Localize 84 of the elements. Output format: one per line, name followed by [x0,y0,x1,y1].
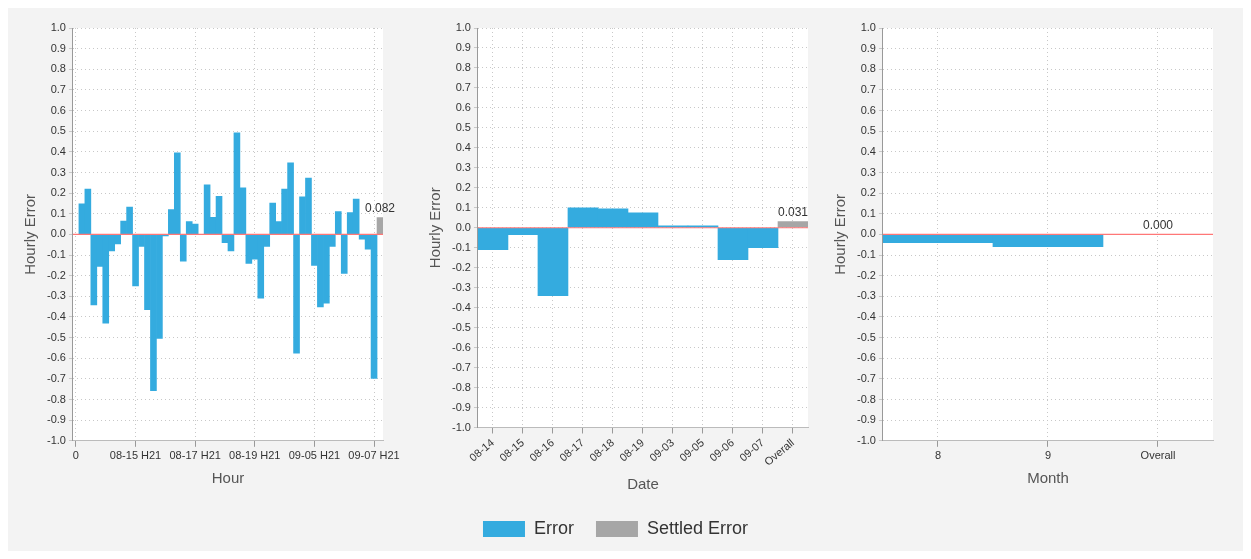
y-axis-title: Hourly Error [21,193,39,275]
bar [376,217,383,235]
y-tick-label: -1.0 [451,420,471,433]
y-tick-label: 1.0 [455,21,471,34]
data-label: 0.082 [365,200,396,215]
y-tick-label: -0.9 [451,400,471,413]
y-tick-label: -0.8 [856,392,876,405]
y-tick-label: 0.9 [50,41,66,54]
y-tick-label: 0.1 [860,206,876,219]
y-tick-label: -0.8 [46,392,66,405]
y-tick-label: -0.4 [856,309,876,322]
legend-label: Settled Error [646,517,749,538]
y-tick-label: 0.0 [455,220,471,233]
y-tick-label: -0.6 [856,351,876,364]
legend-label: Error [533,517,574,538]
y-tick-label: 0.4 [50,144,66,157]
y-tick-label: 0.9 [860,41,876,54]
y-tick-label: 1.0 [50,21,66,34]
y-tick-label: -0.3 [46,289,66,302]
y-tick-label: 0.6 [50,103,66,116]
y-tick-label: 0.1 [50,206,66,219]
x-tick-label: 9 [1044,449,1052,462]
y-tick-label: -0.2 [451,260,471,273]
y-tick-label: 0.9 [455,41,471,54]
y-tick-label: 0.1 [455,200,471,213]
y-tick-label: -0.6 [46,351,66,364]
x-axis-title: Date [627,475,659,493]
y-tick-label: -0.6 [451,340,471,353]
y-axis-title: Hourly Error [831,193,849,275]
y-tick-label: 0.3 [50,165,66,178]
y-tick-label: 0.5 [455,120,471,133]
x-tick-label: Overall [1140,449,1176,462]
y-tick-label: 0.2 [860,186,876,199]
y-tick-label: -0.9 [856,413,876,426]
y-tick-label: -0.2 [46,268,66,281]
x-tick-label: 08-19 H21 [229,449,281,462]
y-tick-label: 0.7 [50,82,66,95]
y-tick-label: 0.6 [860,103,876,116]
y-tick-label: 0.5 [860,124,876,137]
x-tick-label: 08-15 H21 [109,449,162,462]
y-tick-label: 0.2 [50,186,66,199]
y-tick-label: -0.7 [856,371,876,384]
y-tick-label: -0.5 [856,330,876,343]
x-tick-label: 8 [934,449,942,462]
y-tick-label: 0.5 [50,124,66,137]
y-tick-label: -0.8 [451,380,471,393]
y-tick-label: -0.7 [46,371,66,384]
y-axis-title: Hourly Error [426,187,444,269]
y-tick-label: -0.5 [46,330,66,343]
y-tick-label: -0.4 [451,300,471,313]
y-tick-label: 0.7 [455,80,471,93]
x-tick-label: 09-05 H21 [288,449,341,462]
y-tick-label: -0.9 [46,413,66,426]
y-tick-label: -0.3 [451,280,471,293]
y-tick-label: -0.5 [451,320,471,333]
y-tick-label: -0.1 [856,248,876,261]
y-tick-label: 0.8 [50,62,66,75]
data-label: 0.000 [1142,217,1174,232]
data-label: 0.031 [777,204,809,219]
y-tick-label: 1.0 [860,21,876,34]
y-tick-label: 0.4 [860,144,876,157]
y-tick-label: 0.0 [860,227,876,240]
y-tick-label: -0.1 [46,248,66,261]
y-tick-label: 0.7 [860,82,876,95]
x-tick-label: 09-07 H21 [348,449,400,462]
y-tick-label: 0.8 [455,60,471,73]
y-tick-label: -1.0 [46,433,66,446]
y-tick-label: 0.4 [455,140,471,153]
y-tick-label: 0.8 [860,62,876,75]
y-tick-label: -0.7 [451,360,471,373]
x-tick-label: 08-17 H21 [169,449,221,462]
y-tick-label: 0.6 [455,100,471,113]
y-tick-label: 0.3 [860,165,876,178]
y-tick-label: -0.3 [856,289,876,302]
x-tick-label: 0 [72,449,79,462]
y-tick-label: -1.0 [856,433,876,446]
x-axis-title: Month [1027,469,1069,487]
y-tick-label: 0.0 [50,227,66,240]
y-tick-label: -0.4 [46,309,66,322]
x-axis-title: Hour [211,469,245,487]
y-tick-label: 0.3 [455,160,471,173]
y-tick-label: 0.2 [455,180,471,193]
y-tick-label: -0.2 [856,268,876,281]
y-tick-label: -0.1 [451,240,471,253]
